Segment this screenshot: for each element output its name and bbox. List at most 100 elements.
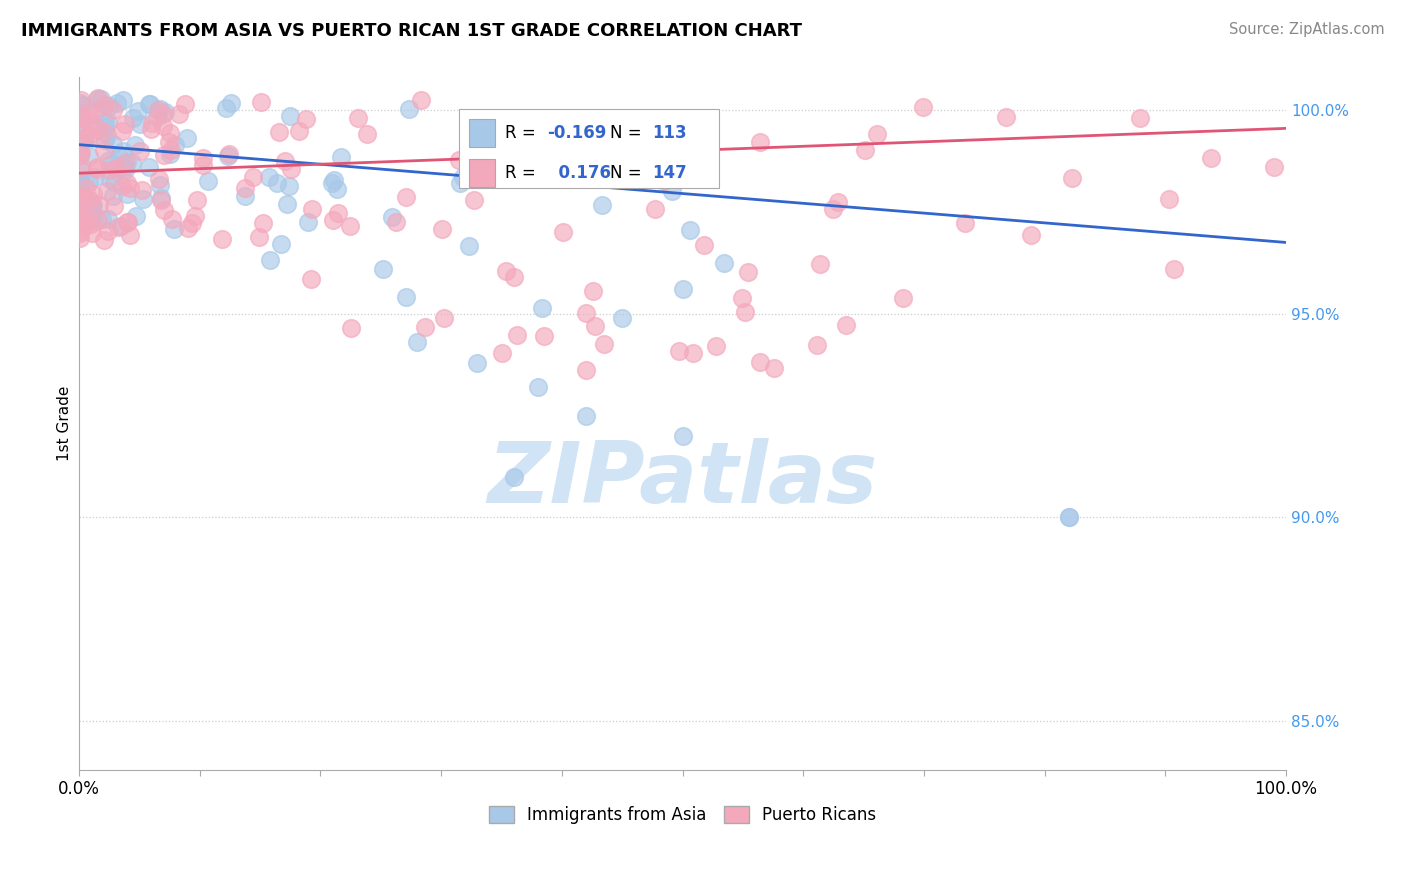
- Point: [124, 138, 146, 153]
- Point: [853, 143, 876, 157]
- Point: [644, 202, 666, 216]
- Point: [152, 119, 174, 133]
- Text: 113: 113: [652, 124, 688, 142]
- Point: [149, 102, 172, 116]
- Point: [1057, 510, 1080, 524]
- Point: [82, 203, 104, 218]
- Point: [91, 211, 114, 226]
- Point: [748, 135, 770, 149]
- Point: [83, 169, 105, 184]
- Point: [713, 256, 735, 270]
- Point: [69, 204, 91, 219]
- Point: [101, 136, 124, 151]
- Point: [1163, 262, 1185, 277]
- Point: [100, 157, 122, 171]
- Point: [491, 346, 513, 360]
- Point: [69, 194, 91, 208]
- Point: [612, 310, 634, 325]
- Point: [159, 146, 181, 161]
- Point: [671, 429, 693, 443]
- Point: [763, 361, 786, 376]
- Point: [79, 149, 101, 163]
- Point: [77, 128, 100, 142]
- Point: [72, 210, 94, 224]
- Point: [328, 206, 350, 220]
- Point: [1263, 160, 1285, 174]
- Point: [184, 209, 207, 223]
- Point: [80, 195, 103, 210]
- Point: [72, 114, 94, 128]
- Text: R =: R =: [505, 124, 541, 142]
- Point: [67, 211, 90, 225]
- Point: [69, 136, 91, 151]
- Point: [432, 222, 454, 236]
- Point: [679, 223, 702, 237]
- Point: [704, 338, 727, 352]
- Point: [356, 128, 378, 142]
- Point: [233, 180, 256, 194]
- Point: [103, 188, 125, 202]
- Point: [215, 101, 238, 115]
- Point: [247, 230, 270, 244]
- Point: [90, 92, 112, 106]
- Point: [90, 102, 112, 116]
- Point: [682, 346, 704, 360]
- Point: [734, 305, 756, 319]
- Point: [160, 143, 183, 157]
- Point: [211, 231, 233, 245]
- Point: [72, 160, 94, 174]
- Point: [70, 163, 93, 178]
- Point: [121, 156, 143, 170]
- Point: [398, 102, 420, 116]
- Point: [152, 148, 174, 162]
- Point: [87, 122, 110, 136]
- Point: [384, 215, 406, 229]
- Point: [70, 176, 93, 190]
- Point: [252, 216, 274, 230]
- Point: [112, 144, 135, 158]
- Point: [1199, 151, 1222, 165]
- Point: [447, 153, 470, 167]
- Point: [75, 180, 97, 194]
- Point: [176, 221, 198, 235]
- Point: [583, 318, 606, 333]
- Point: [413, 319, 436, 334]
- Point: [1021, 227, 1043, 242]
- Point: [1057, 510, 1080, 524]
- Point: [75, 219, 97, 233]
- Point: [93, 125, 115, 139]
- Point: [152, 107, 174, 121]
- Point: [994, 110, 1017, 124]
- Point: [280, 161, 302, 176]
- Point: [467, 356, 489, 370]
- Point: [94, 120, 117, 134]
- Point: [79, 193, 101, 207]
- Point: [371, 261, 394, 276]
- Point: [82, 187, 104, 202]
- Point: [69, 195, 91, 210]
- Point: [295, 112, 318, 127]
- Point: [80, 207, 103, 221]
- Point: [748, 355, 770, 369]
- Point: [395, 290, 418, 304]
- Point: [325, 182, 347, 196]
- Point: [79, 113, 101, 128]
- Point: [453, 170, 475, 185]
- FancyBboxPatch shape: [470, 159, 495, 186]
- Point: [652, 174, 675, 188]
- Point: [575, 409, 598, 423]
- Point: [128, 117, 150, 131]
- Point: [259, 253, 281, 268]
- Point: [347, 111, 370, 125]
- Point: [197, 174, 219, 188]
- Point: [323, 173, 346, 187]
- Point: [103, 175, 125, 189]
- Point: [76, 212, 98, 227]
- Point: [233, 188, 256, 202]
- Point: [955, 216, 977, 230]
- Point: [180, 216, 202, 230]
- Point: [117, 215, 139, 229]
- Point: [395, 190, 418, 204]
- Point: [96, 184, 118, 198]
- Point: [257, 169, 280, 184]
